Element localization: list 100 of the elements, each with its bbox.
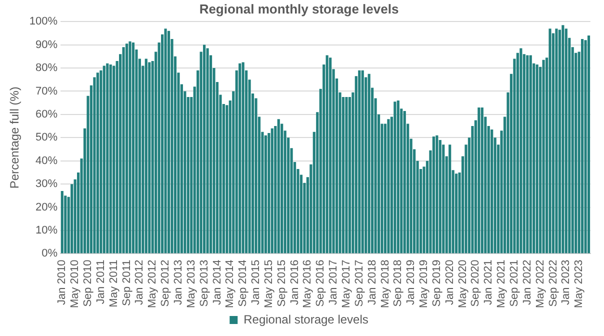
bar (455, 174, 458, 254)
bar (394, 102, 396, 254)
x-tick-label: Jan 2019 (405, 260, 418, 305)
bar (96, 72, 99, 254)
x-tick-label: Sep 2015 (276, 260, 288, 307)
x-tick-label: Sep 2013 (198, 260, 210, 307)
x-tick-label: May 2015 (262, 260, 275, 308)
bar (109, 64, 112, 254)
x-tick-label: Sep 2010 (82, 260, 94, 307)
bar (242, 62, 244, 254)
bar (587, 36, 590, 254)
bar (148, 62, 151, 254)
x-tick-label: Sep 2014 (237, 260, 250, 307)
bar (361, 70, 364, 254)
legend-label: Regional storage levels (244, 312, 368, 326)
bar (144, 58, 148, 254)
bar (270, 128, 274, 254)
x-tick-label: May 2023 (573, 260, 586, 308)
bar (536, 64, 538, 254)
bar (438, 140, 442, 254)
x-tick-label: Jan 2013 (172, 260, 184, 305)
bar (555, 28, 558, 254)
x-tick-label: Sep 2011 (120, 260, 133, 306)
bar (238, 63, 242, 254)
bar (516, 52, 519, 254)
bar (490, 130, 494, 254)
bar (167, 30, 170, 254)
y-tick-label: 10% (36, 224, 58, 237)
bar (329, 58, 332, 254)
x-tick-label: May 2020 (456, 260, 469, 308)
x-tick-label: Sep 2020 (470, 260, 482, 307)
bar (164, 28, 167, 254)
y-tick-label: 60% (36, 108, 58, 120)
bar (478, 107, 480, 254)
y-tick-label: 50% (36, 132, 58, 144)
x-tick-label: Sep 2021 (508, 260, 520, 307)
bar (128, 41, 132, 254)
x-tick-label: Jan 2020 (444, 260, 456, 305)
chart-title: Regional monthly storage levels (199, 1, 399, 16)
y-tick-label: 80% (36, 62, 58, 74)
x-tick-label: Sep 2016 (314, 260, 327, 307)
x-tick-label: Jan 2023 (560, 260, 572, 305)
bar (358, 70, 361, 254)
bar (102, 66, 106, 254)
bar (387, 119, 390, 254)
x-tick-label: May 2022 (534, 260, 546, 308)
bar (264, 135, 267, 254)
y-tick-label: 70% (36, 85, 58, 98)
y-tick-label: 20% (36, 201, 58, 214)
x-tick-label: Jan 2012 (134, 260, 146, 305)
x-tick-label: Jan 2016 (288, 260, 301, 305)
y-tick-label: 40% (36, 154, 58, 167)
x-tick-label: May 2021 (496, 260, 508, 308)
bar (326, 55, 328, 254)
x-tick-label: May 2018 (379, 260, 392, 308)
bar (448, 144, 452, 254)
bar (526, 55, 529, 254)
bar (106, 63, 109, 254)
x-tick-label: Jan 2018 (366, 260, 378, 305)
x-tick-label: Jan 2010 (56, 260, 68, 305)
x-tick-label: Sep 2012 (160, 260, 172, 307)
bar (548, 28, 552, 254)
y-tick-label: 30% (36, 178, 58, 190)
x-tick-label: Jan 2022 (521, 260, 534, 305)
bar (125, 44, 128, 254)
x-tick-label: May 2011 (108, 260, 120, 308)
bar (368, 74, 370, 254)
x-tick-label: Sep 2018 (392, 260, 404, 307)
x-tick-label: Jan 2021 (482, 260, 495, 305)
bar (581, 39, 584, 254)
bar (542, 60, 545, 254)
bar (436, 135, 438, 254)
x-tick-label: Sep 2017 (353, 260, 366, 307)
bar (60, 191, 64, 254)
x-tick-label: May 2013 (185, 260, 198, 308)
bar (122, 47, 125, 254)
x-tick-label: May 2012 (146, 260, 159, 308)
x-tick-label: Jan 2014 (211, 260, 224, 305)
y-axis-title: Percentage full (%) (8, 86, 22, 189)
bar (403, 110, 406, 254)
bar (396, 100, 400, 254)
bar (206, 48, 209, 254)
bar (562, 25, 564, 254)
x-tick-label: Jan 2017 (328, 260, 340, 305)
x-tick-label: Jan 2011 (94, 260, 107, 304)
bar (203, 44, 206, 254)
x-tick-label: Jan 2015 (250, 260, 262, 305)
bar (132, 42, 135, 254)
x-tick-label: Sep 2022 (547, 260, 560, 307)
x-tick-label: Sep 2019 (430, 260, 443, 307)
y-tick-label: 90% (36, 38, 58, 51)
bar (564, 28, 568, 254)
bar (432, 136, 435, 254)
bar (277, 119, 280, 254)
x-tick-label: May 2014 (224, 260, 236, 308)
bar (345, 97, 348, 254)
bar (529, 55, 532, 254)
y-tick-label: 100% (29, 16, 58, 28)
x-tick-label: May 2017 (340, 260, 352, 308)
x-tick-label: May 2010 (69, 260, 82, 308)
